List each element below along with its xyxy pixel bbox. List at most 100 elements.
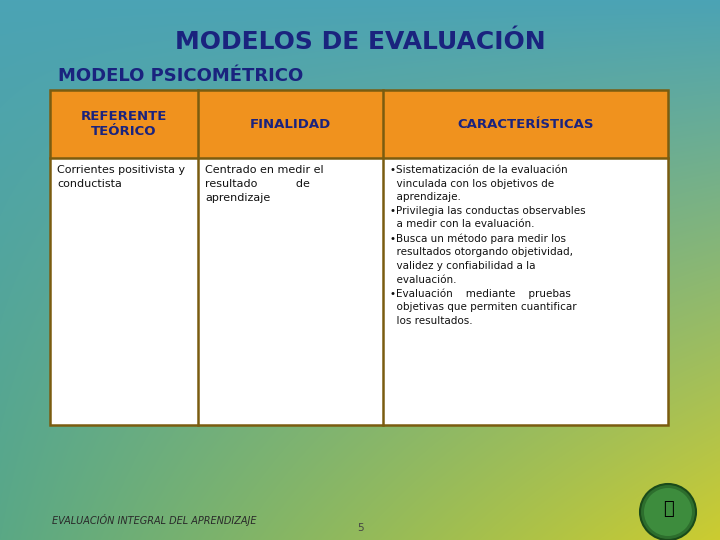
Bar xyxy=(0,531,720,535)
Bar xyxy=(0,388,720,392)
Bar xyxy=(0,175,720,178)
Bar xyxy=(0,56,720,59)
Bar xyxy=(0,458,720,462)
Bar xyxy=(0,21,720,24)
Bar xyxy=(0,353,720,356)
Bar xyxy=(0,307,720,310)
Bar xyxy=(0,332,720,335)
Bar xyxy=(0,453,720,456)
Bar xyxy=(0,504,720,508)
Bar xyxy=(0,99,720,103)
Bar xyxy=(0,334,720,338)
Text: EVALUACIÓN INTEGRAL DEL APRENDIZAJE: EVALUACIÓN INTEGRAL DEL APRENDIZAJE xyxy=(52,514,256,526)
Bar xyxy=(0,512,720,516)
Bar xyxy=(0,78,720,81)
Bar xyxy=(0,407,720,410)
Bar xyxy=(0,391,720,394)
Bar xyxy=(0,10,720,14)
Bar xyxy=(0,18,720,22)
Bar xyxy=(0,183,720,186)
Bar xyxy=(0,510,720,513)
Bar xyxy=(0,445,720,448)
Bar xyxy=(0,477,720,481)
Bar xyxy=(0,369,720,373)
Bar xyxy=(0,148,720,151)
Bar xyxy=(0,380,720,383)
Bar xyxy=(0,402,720,405)
Bar xyxy=(0,534,720,537)
Bar xyxy=(50,90,668,425)
Bar xyxy=(0,321,720,324)
Bar xyxy=(0,404,720,408)
Bar xyxy=(0,118,720,122)
Bar xyxy=(0,194,720,197)
Bar xyxy=(0,342,720,346)
Bar xyxy=(0,480,720,483)
Bar xyxy=(0,226,720,230)
Bar xyxy=(0,256,720,259)
Bar xyxy=(0,224,720,227)
Bar xyxy=(0,356,720,359)
Bar xyxy=(0,261,720,265)
Bar xyxy=(0,313,720,316)
Bar xyxy=(0,229,720,232)
Bar xyxy=(0,202,720,205)
Bar xyxy=(0,483,720,486)
Bar xyxy=(0,240,720,243)
Bar xyxy=(0,467,720,470)
Bar xyxy=(0,140,720,143)
Bar xyxy=(0,97,720,100)
Bar xyxy=(0,35,720,38)
Bar xyxy=(0,386,720,389)
Bar xyxy=(0,361,720,365)
Bar xyxy=(0,491,720,494)
Bar xyxy=(0,186,720,189)
Bar xyxy=(0,205,720,208)
Text: •Sistematización de la evaluación
  vinculada con los objetivos de
  aprendizaje: •Sistematización de la evaluación vincul… xyxy=(390,165,585,326)
Bar xyxy=(0,537,720,540)
Bar xyxy=(0,326,720,329)
Bar xyxy=(0,518,720,521)
Bar xyxy=(0,248,720,251)
Bar xyxy=(0,105,720,108)
Bar xyxy=(0,485,720,489)
Bar xyxy=(0,359,720,362)
Bar xyxy=(0,245,720,248)
Circle shape xyxy=(644,488,692,536)
Bar xyxy=(0,91,720,94)
Bar xyxy=(0,399,720,402)
Bar xyxy=(0,213,720,216)
Bar xyxy=(0,43,720,46)
Bar xyxy=(0,29,720,32)
Bar xyxy=(0,89,720,92)
Bar xyxy=(0,32,720,35)
Text: 5: 5 xyxy=(356,523,364,533)
Bar xyxy=(0,153,720,157)
Bar xyxy=(0,48,720,51)
Bar xyxy=(0,107,720,111)
Text: CARACTERÍSTICAS: CARACTERÍSTICAS xyxy=(457,118,594,131)
Bar xyxy=(0,418,720,421)
Bar xyxy=(0,207,720,211)
Bar xyxy=(0,5,720,8)
Bar xyxy=(0,315,720,319)
Text: FINALIDAD: FINALIDAD xyxy=(250,118,331,131)
Bar xyxy=(0,64,720,68)
Bar xyxy=(0,172,720,176)
Bar xyxy=(0,431,720,435)
Bar xyxy=(0,215,720,219)
Bar xyxy=(0,394,720,397)
Bar xyxy=(0,461,720,464)
Bar xyxy=(0,291,720,294)
Bar xyxy=(0,472,720,475)
Bar xyxy=(0,134,720,138)
Bar xyxy=(50,158,668,425)
Bar xyxy=(0,40,720,43)
Bar xyxy=(0,523,720,526)
Bar xyxy=(0,340,720,343)
Bar xyxy=(0,113,720,116)
Bar xyxy=(0,383,720,386)
Text: REFERENTE
TEÓRICO: REFERENTE TEÓRICO xyxy=(81,110,167,138)
Bar xyxy=(0,121,720,124)
Bar xyxy=(0,448,720,451)
